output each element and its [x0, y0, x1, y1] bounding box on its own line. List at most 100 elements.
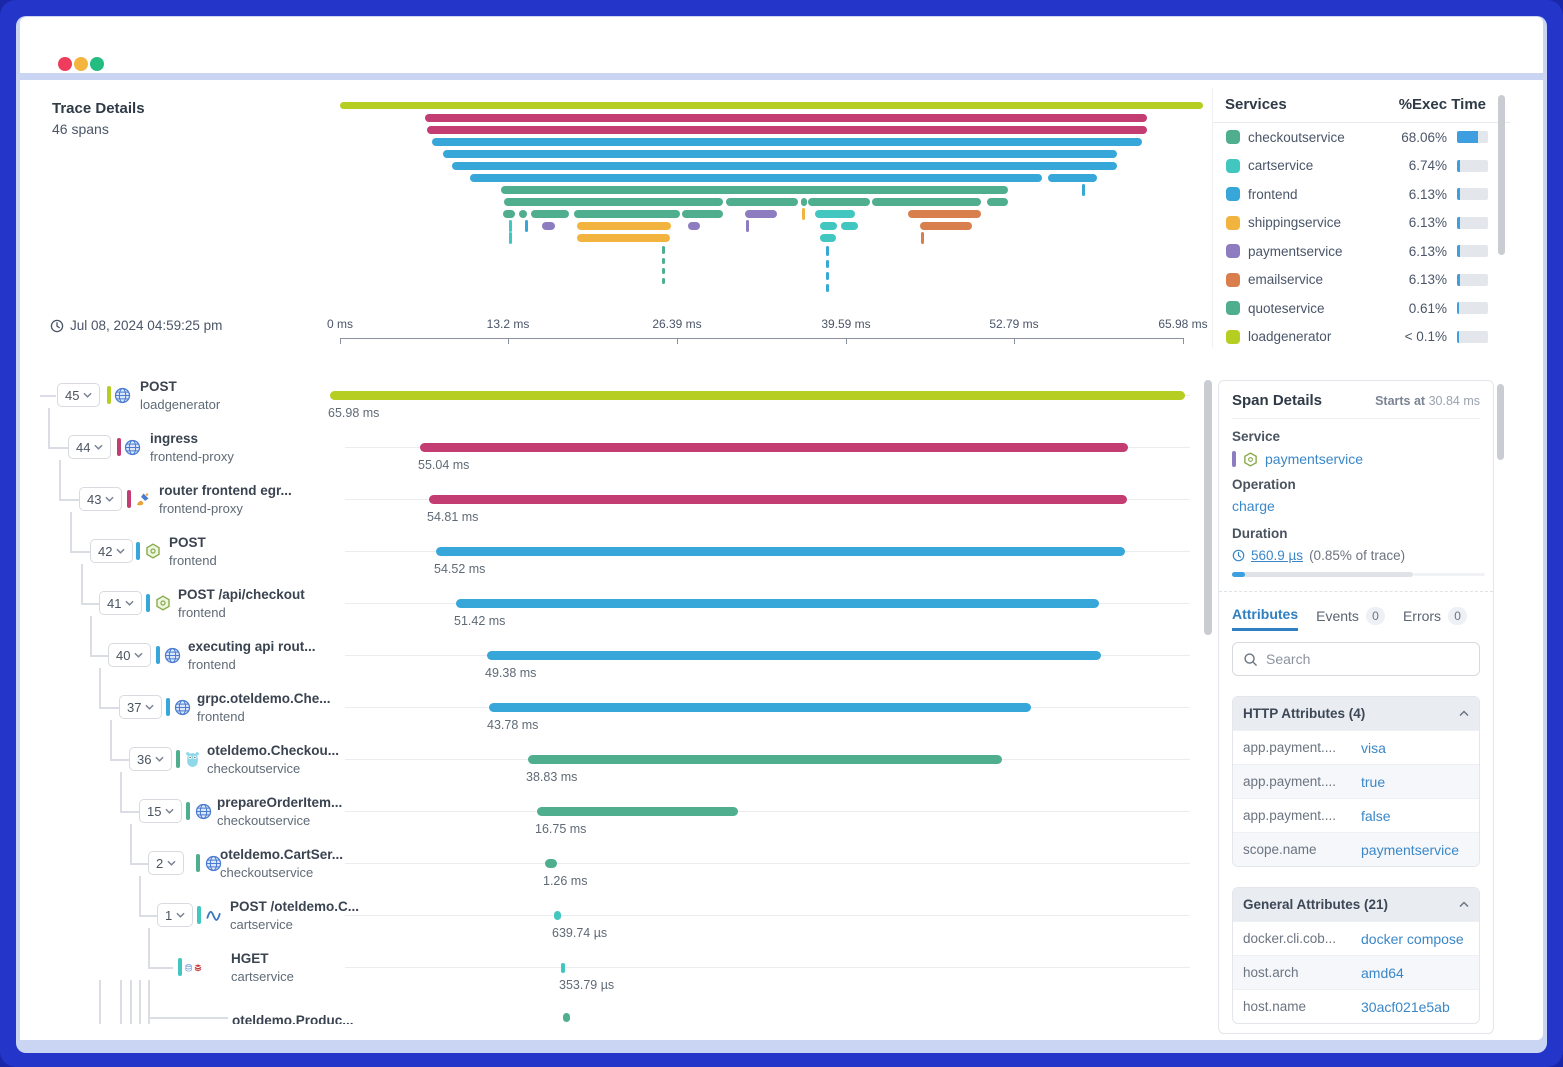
service-legend-row[interactable]: frontend 6.13%: [1213, 180, 1510, 209]
duration-value-link[interactable]: 560.9 µs: [1251, 548, 1304, 563]
minimap-span-bar[interactable]: [574, 210, 680, 218]
minimap-span-bar[interactable]: [920, 222, 972, 230]
service-name-link[interactable]: paymentservice: [1265, 451, 1364, 467]
waterfall-span-bar[interactable]: [563, 1013, 570, 1022]
minimap-span-bar[interactable]: [503, 210, 515, 218]
waterfall-span-bar[interactable]: [561, 962, 565, 973]
minimap-span-bar[interactable]: [662, 268, 665, 274]
tab-events[interactable]: Events 0: [1316, 606, 1385, 625]
minimap-span-bar[interactable]: [826, 272, 829, 280]
minimap-span-bar[interactable]: [745, 210, 777, 218]
span-row-label[interactable]: oteldemo.Checkou... checkoutservice: [207, 743, 340, 777]
attribute-search[interactable]: [1232, 642, 1480, 676]
waterfall-span-bar[interactable]: [420, 442, 1128, 452]
waterfall-span-bar[interactable]: [489, 702, 1031, 712]
minimap-span-bar[interactable]: [826, 246, 829, 256]
minimap-span-bar[interactable]: [820, 222, 837, 230]
attribute-value-link[interactable]: docker compose: [1361, 930, 1464, 947]
span-collapse-toggle[interactable]: 1: [157, 903, 194, 927]
span-collapse-toggle[interactable]: 36: [129, 747, 173, 771]
attribute-value-link[interactable]: amd64: [1361, 964, 1404, 981]
operation-link[interactable]: charge: [1232, 498, 1275, 514]
service-legend-row[interactable]: checkoutservice 68.06%: [1213, 123, 1510, 152]
minimap-span-bar[interactable]: [746, 220, 749, 232]
minimap-span-bar[interactable]: [577, 222, 671, 230]
span-row-label[interactable]: prepareOrderItem... checkoutservice: [217, 795, 343, 829]
minimap-span-bar[interactable]: [726, 198, 798, 206]
details-scrollbar[interactable]: [1497, 384, 1504, 460]
waterfall-span-bar[interactable]: [429, 494, 1127, 504]
span-collapse-toggle[interactable]: 45: [57, 383, 101, 407]
minimap-span-bar[interactable]: [908, 210, 981, 218]
service-legend-row[interactable]: loadgenerator < 0.1%: [1213, 323, 1510, 352]
waterfall-span-bar[interactable]: [528, 754, 1002, 764]
waterfall-span-bar[interactable]: [330, 390, 1185, 400]
minimap-span-bar[interactable]: [577, 234, 670, 242]
span-collapse-toggle[interactable]: 2: [148, 851, 185, 875]
attribute-value-link[interactable]: 30acf021e5ab: [1361, 998, 1450, 1015]
minimap-span-bar[interactable]: [802, 208, 805, 220]
tab-errors[interactable]: Errors 0: [1403, 606, 1468, 625]
attribute-value-link[interactable]: visa: [1361, 739, 1386, 756]
minimap-span-bar[interactable]: [452, 162, 1117, 170]
window-minimize-button[interactable]: [74, 57, 88, 71]
minimap-span-bar[interactable]: [542, 222, 555, 230]
waterfall-span-bar[interactable]: [487, 650, 1101, 660]
tab-attributes[interactable]: Attributes: [1232, 606, 1299, 631]
attribute-group-header[interactable]: HTTP Attributes (4): [1233, 697, 1479, 730]
service-legend-row[interactable]: paymentservice 6.13%: [1213, 237, 1510, 266]
minimap-span-bar[interactable]: [1082, 184, 1085, 196]
minimap-span-bar[interactable]: [662, 258, 665, 264]
minimap-span-bar[interactable]: [987, 198, 1008, 206]
minimap-span-bar[interactable]: [921, 232, 924, 244]
attribute-value-link[interactable]: true: [1361, 773, 1386, 790]
minimap-span-bar[interactable]: [688, 222, 700, 230]
waterfall-span-bar[interactable]: [554, 910, 561, 920]
attribute-value-link[interactable]: false: [1361, 807, 1391, 824]
span-row-label[interactable]: executing api rout... frontend: [188, 639, 316, 673]
minimap-span-bar[interactable]: [525, 220, 528, 232]
minimap-span-bar[interactable]: [820, 234, 836, 242]
minimap-span-bar[interactable]: [432, 138, 1142, 146]
minimap-span-bar[interactable]: [801, 198, 807, 206]
span-row-label[interactable]: oteldemo.CartSer... checkoutservice: [220, 847, 344, 881]
main-scrollbar[interactable]: [1204, 380, 1212, 635]
span-collapse-toggle[interactable]: 41: [99, 591, 143, 615]
span-row-label[interactable]: POST frontend: [169, 535, 217, 569]
minimap-span-bar[interactable]: [501, 186, 1008, 194]
minimap-span-bar[interactable]: [519, 210, 527, 218]
minimap-span-bar[interactable]: [340, 102, 1203, 109]
minimap-span-bar[interactable]: [509, 232, 512, 244]
span-row-label[interactable]: POST loadgenerator: [140, 379, 221, 413]
minimap-span-bar[interactable]: [815, 210, 855, 218]
minimap-span-bar[interactable]: [662, 278, 665, 284]
service-legend-row[interactable]: quoteservice 0.61%: [1213, 294, 1510, 323]
minimap-span-bar[interactable]: [841, 222, 858, 230]
span-collapse-toggle[interactable]: 15: [139, 799, 183, 823]
minimap-span-bar[interactable]: [682, 210, 723, 218]
window-maximize-button[interactable]: [90, 57, 104, 71]
span-row-label[interactable]: grpc.oteldemo.Che... frontend: [197, 691, 331, 725]
span-collapse-toggle[interactable]: 40: [108, 643, 152, 667]
service-legend-row[interactable]: cartservice 6.74%: [1213, 152, 1510, 181]
minimap-span-bar[interactable]: [443, 150, 1117, 158]
attribute-group-header[interactable]: General Attributes (21): [1233, 888, 1479, 921]
waterfall-span-bar[interactable]: [456, 598, 1099, 608]
minimap-span-bar[interactable]: [425, 114, 1147, 122]
span-collapse-toggle[interactable]: 44: [68, 435, 112, 459]
minimap-span-bar[interactable]: [808, 198, 870, 206]
minimap-span-bar[interactable]: [662, 246, 665, 254]
span-row-label[interactable]: router frontend egr... frontend-proxy: [159, 483, 292, 517]
waterfall-span-bar[interactable]: [545, 858, 557, 868]
span-row-label[interactable]: HGET cartservice: [231, 951, 294, 985]
span-collapse-toggle[interactable]: 42: [90, 539, 134, 563]
waterfall-span-bar[interactable]: [537, 806, 738, 816]
span-collapse-toggle[interactable]: 43: [79, 487, 123, 511]
service-legend-row[interactable]: emailservice 6.13%: [1213, 266, 1510, 295]
minimap-span-bar[interactable]: [872, 198, 981, 206]
span-row-label[interactable]: ingress frontend-proxy: [150, 431, 234, 465]
search-input[interactable]: [1266, 651, 1469, 667]
span-collapse-toggle[interactable]: 37: [119, 695, 163, 719]
minimap-span-bar[interactable]: [470, 174, 1042, 182]
minimap-span-bar[interactable]: [1048, 174, 1097, 182]
